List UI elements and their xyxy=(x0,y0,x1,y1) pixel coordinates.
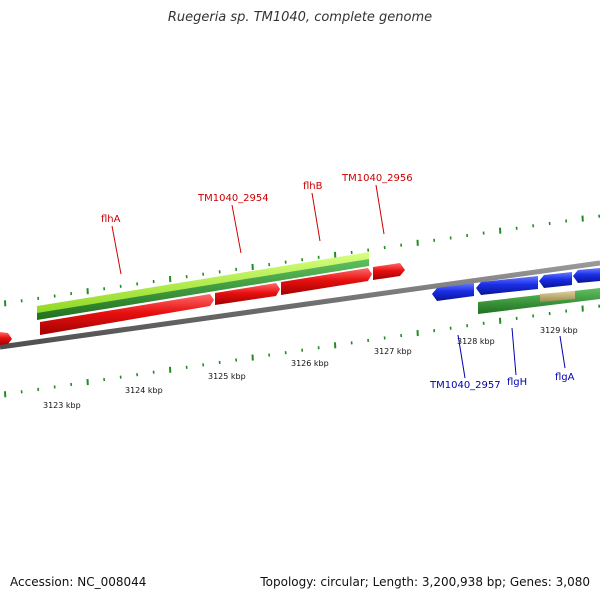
inner-tick-track xyxy=(4,304,600,398)
accession-text: Accession: NC_008044 xyxy=(10,575,147,589)
leader-line-flhA xyxy=(111,225,122,275)
leader-line-TM1040_2954 xyxy=(231,204,242,254)
gene-arrow-flhA[interactable] xyxy=(40,294,214,335)
gene-label-TM1040_2954[interactable]: TM1040_2954 xyxy=(197,193,269,204)
reverse-genes xyxy=(432,268,600,301)
tick-label: 3128 kbp xyxy=(457,337,495,346)
gene-arrow-flgH[interactable] xyxy=(476,276,538,295)
gene-label-flgH[interactable]: flgH xyxy=(507,377,527,388)
map-title: Ruegeria sp. TM1040, complete genome xyxy=(167,10,433,25)
outer-tick-track xyxy=(4,214,600,307)
tick-labels: 3123 kbp 3124 kbp 3125 kbp 3126 kbp 3127… xyxy=(43,326,578,410)
tick-label: 3124 kbp xyxy=(125,386,163,395)
leader-line-TM1040_2957 xyxy=(457,334,466,379)
gene-label-flhA[interactable]: flhA xyxy=(101,214,121,225)
gene-arrow-left-edge[interactable] xyxy=(0,332,12,345)
tick-label: 3126 kbp xyxy=(291,359,329,368)
gene-arrow-TM1040_2954[interactable] xyxy=(215,283,280,305)
forward-label-leaders xyxy=(111,184,385,275)
gene-label-TM1040_2956[interactable]: TM1040_2956 xyxy=(341,173,413,184)
reverse-cds xyxy=(478,288,600,314)
leader-line-TM1040_2956 xyxy=(375,184,385,235)
cds-bar-highlight[interactable] xyxy=(37,252,369,314)
reverse-gene-labels: TM1040_2957 flgH flgA xyxy=(429,372,575,391)
gene-label-flhB[interactable]: flhB xyxy=(303,181,323,192)
gene-label-flgA[interactable]: flgA xyxy=(555,372,575,383)
leader-line-flhB xyxy=(311,192,321,242)
tick-label: 3129 kbp xyxy=(540,326,578,335)
cds-bar-tan[interactable] xyxy=(540,291,575,302)
tick-label: 3123 kbp xyxy=(43,401,81,410)
gene-arrow-flhB[interactable] xyxy=(281,268,372,295)
reverse-label-leaders xyxy=(457,327,566,379)
gene-label-TM1040_2957[interactable]: TM1040_2957 xyxy=(429,380,501,391)
tick-label: 3127 kbp xyxy=(374,347,412,356)
tick-label: 3125 kbp xyxy=(208,372,246,381)
forward-genes xyxy=(0,263,405,345)
genome-backbone xyxy=(0,260,600,350)
gene-arrow-flgA-b[interactable] xyxy=(573,268,600,283)
forward-cds xyxy=(37,252,369,320)
gene-arrow-TM1040_2956[interactable] xyxy=(373,263,405,280)
genome-summary-text: Topology: circular; Length: 3,200,938 bp… xyxy=(260,575,590,589)
leader-line-flgA xyxy=(559,335,566,369)
gene-arrow-TM1040_2957[interactable] xyxy=(432,283,474,301)
forward-gene-labels: flhA TM1040_2954 flhB TM1040_2956 xyxy=(101,173,413,225)
cds-bar-forward[interactable] xyxy=(37,259,369,320)
gene-arrow-flgA-a[interactable] xyxy=(539,272,572,288)
leader-line-flgH xyxy=(511,327,517,376)
